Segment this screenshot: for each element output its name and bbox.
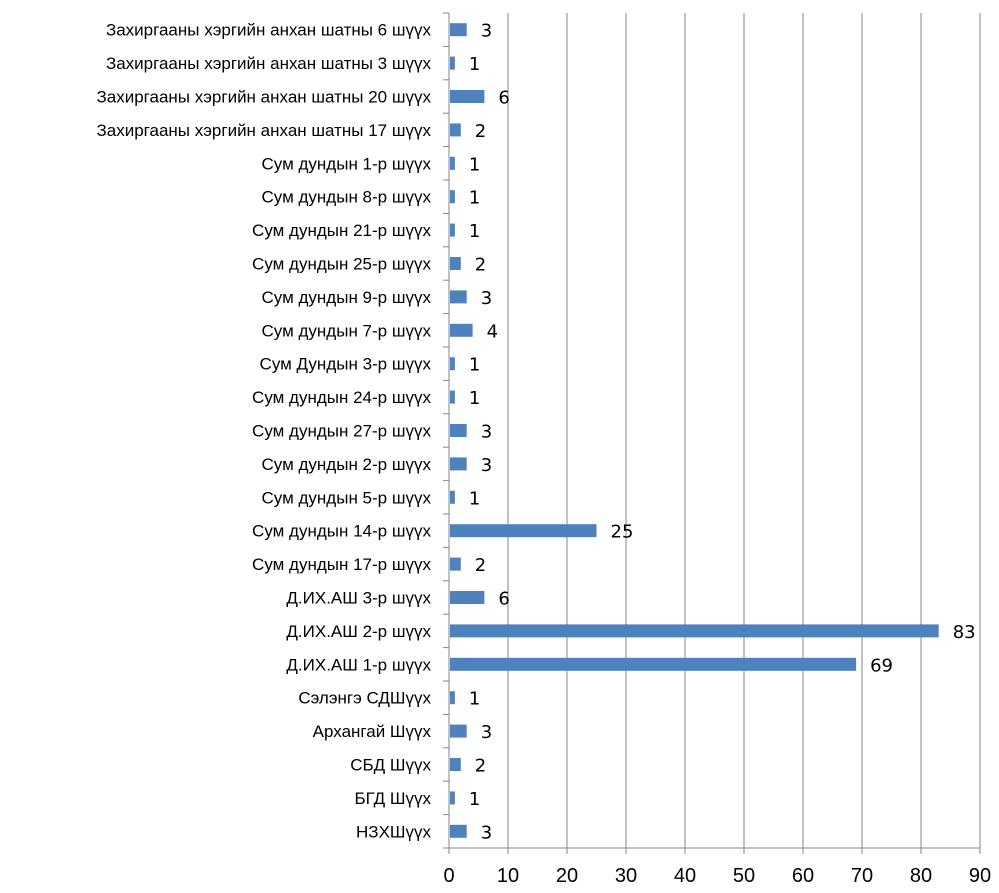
bars	[450, 23, 939, 838]
x-tick-label: 0	[443, 865, 454, 887]
bar	[450, 323, 473, 337]
bar	[450, 758, 461, 771]
x-tick-label: 20	[556, 865, 578, 887]
category-label: Захиргааны хэргийн анхан шатны 6 шүүх	[106, 21, 432, 40]
data-label: 83	[953, 622, 976, 643]
category-labels: Захиргааны хэргийн анхан шатны 6 шүүх Зах…	[97, 21, 432, 842]
category-label: Сум дундын 2-р шүүх	[262, 455, 432, 474]
category-label: Сум дундын 1-р шүүх	[262, 154, 432, 173]
category-label: Сэлэнгэ СДШүүх	[298, 689, 431, 708]
data-label: 3	[481, 822, 492, 843]
data-label: 3	[481, 21, 492, 42]
x-tick-labels: 0 10 20 30 40 50 60 70 80 90	[443, 865, 991, 887]
data-label: 3	[481, 722, 492, 743]
data-label: 2	[475, 756, 486, 777]
category-label: Сум Дундын 3-р шүүх	[260, 355, 432, 374]
bar	[450, 290, 467, 304]
category-label: НЗХШүүх	[356, 822, 431, 841]
data-label: 1	[469, 355, 480, 376]
category-label: Сум дундын 17-р шүүх	[252, 555, 431, 574]
bar	[450, 624, 939, 638]
data-label: 1	[469, 188, 480, 209]
data-label: 6	[498, 589, 509, 610]
category-label: Захиргааны хэргийн анхан шатны 17 шүүх	[97, 121, 432, 140]
x-tick-label: 30	[615, 865, 637, 887]
category-label: СБД Шүүх	[350, 756, 431, 775]
data-label: 1	[469, 154, 480, 175]
x-tick-label: 40	[674, 865, 696, 887]
x-tick-label: 50	[733, 865, 755, 887]
category-label: Сум дундын 24-р шүүх	[252, 388, 431, 407]
x-tick-label: 60	[792, 865, 814, 887]
x-tick-label: 90	[969, 865, 991, 887]
bar	[450, 23, 467, 37]
category-label: Сум дундын 21-р шүүх	[252, 221, 431, 240]
category-label: Сум дундын 7-р шүүх	[262, 321, 432, 340]
bar	[450, 724, 467, 738]
bar	[450, 357, 455, 371]
bar	[450, 390, 455, 404]
x-tick-label: 80	[910, 865, 932, 887]
bar	[450, 257, 461, 270]
category-label: Захиргааны хэргийн анхан шатны 3 шүүх	[106, 54, 432, 73]
category-label: Д.ИХ.АШ 2-р шүүх	[286, 622, 431, 641]
category-label: Сум дундын 14-р шүүх	[252, 522, 431, 541]
category-label: Захиргааны хэргийн анхан шатны 20 шүүх	[97, 88, 432, 107]
category-label: Сум дундын 27-р шүүх	[252, 422, 431, 441]
bar	[450, 591, 485, 604]
x-tick-label: 70	[851, 865, 873, 887]
data-label: 25	[611, 522, 634, 543]
data-label: 1	[469, 789, 480, 810]
category-label: Архангай Шүүх	[313, 722, 432, 741]
axes	[443, 12, 981, 854]
category-label: Д.ИХ.АШ 1-р шүүх	[286, 655, 431, 674]
data-label: 1	[469, 54, 480, 75]
bar	[450, 56, 455, 70]
bar	[450, 457, 467, 471]
data-label: 3	[481, 422, 492, 443]
data-label: 2	[475, 255, 486, 276]
data-label: 1	[469, 689, 480, 710]
data-label: 6	[498, 88, 509, 109]
data-label: 2	[475, 555, 486, 576]
bar	[450, 557, 461, 571]
bar	[450, 490, 455, 504]
bar	[450, 824, 467, 838]
data-label: 1	[469, 488, 480, 509]
data-label: 3	[481, 455, 492, 476]
category-label: Сум дундын 8-р шүүх	[262, 188, 432, 207]
bar	[450, 190, 455, 204]
category-label: Сум дундын 9-р шүүх	[262, 288, 432, 307]
category-label: Д.ИХ.АШ 3-р шүүх	[286, 589, 431, 608]
bar	[450, 424, 467, 437]
bar	[450, 524, 597, 538]
gridlines	[507, 13, 981, 848]
category-label: Сум дундын 5-р шүүх	[262, 488, 432, 507]
bar	[450, 90, 485, 103]
data-label: 69	[870, 655, 893, 676]
data-label: 1	[469, 221, 480, 242]
bar	[450, 156, 455, 170]
bar	[450, 657, 857, 671]
bar	[450, 791, 455, 805]
data-label: 4	[487, 321, 498, 342]
data-label: 3	[481, 288, 492, 309]
data-label: 1	[469, 388, 480, 409]
category-label: БГД Шүүх	[354, 789, 431, 808]
bar	[450, 223, 455, 237]
bar	[450, 123, 461, 137]
data-label: 2	[475, 121, 486, 142]
x-tick-label: 10	[497, 865, 519, 887]
bar	[450, 691, 455, 705]
category-label: Сум дундын 25-р шүүх	[252, 255, 431, 274]
